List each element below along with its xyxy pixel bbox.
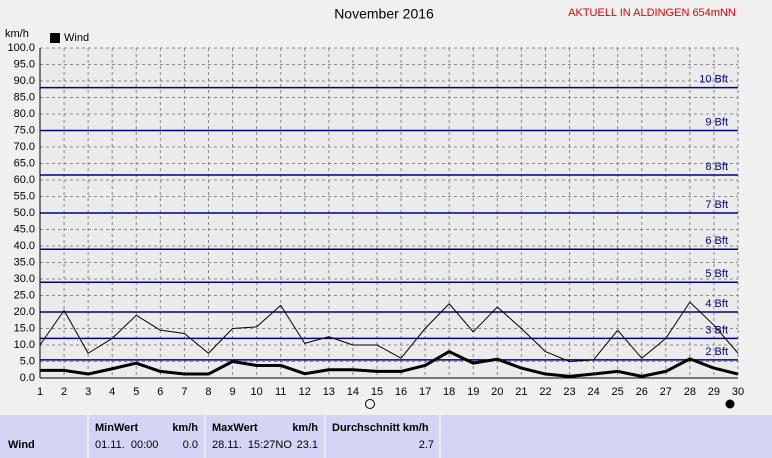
moon-icon (725, 399, 735, 409)
x-tick-label: 2 (61, 386, 67, 398)
y-tick-label: 95.0 (14, 58, 35, 70)
beaufort-label: 6 Bft (705, 235, 728, 247)
y-tick-label: 80.0 (14, 108, 35, 120)
y-axis-label: km/h (5, 28, 29, 40)
x-tick-label: 22 (539, 386, 551, 398)
y-tick-label: 65.0 (14, 157, 35, 169)
y-tick-label: 50.0 (14, 207, 35, 219)
table-header: km/h (292, 422, 318, 434)
x-tick-label: 3 (85, 386, 91, 398)
table-header: MaxWert (212, 422, 258, 434)
x-tick-label: 15 (371, 386, 383, 398)
moon-icon (365, 399, 375, 409)
x-tick-label: 13 (323, 386, 335, 398)
beaufort-label: 5 Bft (705, 268, 728, 280)
x-tick-label: 24 (587, 386, 599, 398)
table-cell: 01.11. 00:00 (95, 439, 158, 451)
table-row-label: Wind (8, 439, 35, 451)
y-tick-label: 55.0 (14, 190, 35, 202)
table-cell: 2.7 (419, 439, 434, 451)
beaufort-label: 7 Bft (705, 199, 728, 211)
table-header: MinWert (95, 422, 139, 434)
y-tick-label: 75.0 (14, 124, 35, 136)
x-tick-label: 1 (37, 386, 43, 398)
y-tick-label: 30.0 (14, 273, 35, 285)
series-line (39, 301, 739, 362)
chart-title: November 2016 (334, 6, 434, 22)
x-tick-label: 19 (467, 386, 479, 398)
x-tick-label: 20 (491, 386, 503, 398)
x-tick-label: 26 (636, 386, 648, 398)
x-tick-label: 5 (133, 386, 139, 398)
y-tick-label: 100.0 (7, 42, 35, 54)
y-tick-label: 20.0 (14, 306, 35, 318)
x-tick-label: 18 (443, 386, 455, 398)
x-tick-label: 25 (612, 386, 624, 398)
x-tick-label: 8 (205, 386, 211, 398)
beaufort-label: 10 Bft (699, 74, 728, 86)
legend-swatch (50, 33, 60, 43)
table-cell: 0.0 (183, 439, 198, 451)
stats-table (0, 415, 772, 458)
y-tick-label: 5.0 (20, 355, 35, 367)
y-tick-label: 10.0 (14, 339, 35, 351)
beaufort-label: 4 Bft (705, 298, 728, 310)
table-header: Durchschnitt km/h (332, 422, 429, 434)
series-line (40, 350, 739, 378)
station-label: AKTUELL IN ALDINGEN 654mNN (568, 7, 736, 19)
x-tick-label: 28 (684, 386, 696, 398)
legend-label: Wind (64, 32, 89, 44)
x-tick-label: 6 (157, 386, 163, 398)
x-tick-label: 30 (732, 386, 744, 398)
y-tick-label: 70.0 (14, 141, 35, 153)
x-tick-label: 10 (250, 386, 262, 398)
x-tick-label: 4 (109, 386, 115, 398)
x-tick-label: 7 (181, 386, 187, 398)
y-tick-label: 45.0 (14, 223, 35, 235)
y-tick-label: 35.0 (14, 256, 35, 268)
x-tick-label: 23 (563, 386, 575, 398)
table-cell: 28.11. 15:27NO (212, 439, 292, 451)
y-tick-label: 60.0 (14, 174, 35, 186)
y-tick-label: 25.0 (14, 289, 35, 301)
x-tick-label: 29 (708, 386, 720, 398)
x-tick-label: 12 (299, 386, 311, 398)
x-tick-label: 16 (395, 386, 407, 398)
table-header: km/h (172, 422, 198, 434)
beaufort-label: 8 Bft (705, 161, 728, 173)
x-tick-label: 9 (229, 386, 235, 398)
y-tick-label: 85.0 (14, 91, 35, 103)
x-tick-label: 14 (347, 386, 359, 398)
beaufort-label: 3 Bft (705, 324, 728, 336)
y-tick-label: 0.0 (20, 372, 35, 384)
beaufort-label: 9 Bft (705, 116, 728, 128)
x-tick-label: 27 (660, 386, 672, 398)
x-tick-label: 11 (275, 386, 286, 398)
y-tick-label: 90.0 (14, 75, 35, 87)
y-tick-label: 40.0 (14, 240, 35, 252)
x-tick-label: 17 (419, 386, 431, 398)
y-tick-label: 15.0 (14, 322, 35, 334)
x-tick-label: 21 (515, 386, 527, 398)
beaufort-label: 2 Bft (705, 346, 728, 358)
table-cell: 23.1 (297, 439, 318, 451)
